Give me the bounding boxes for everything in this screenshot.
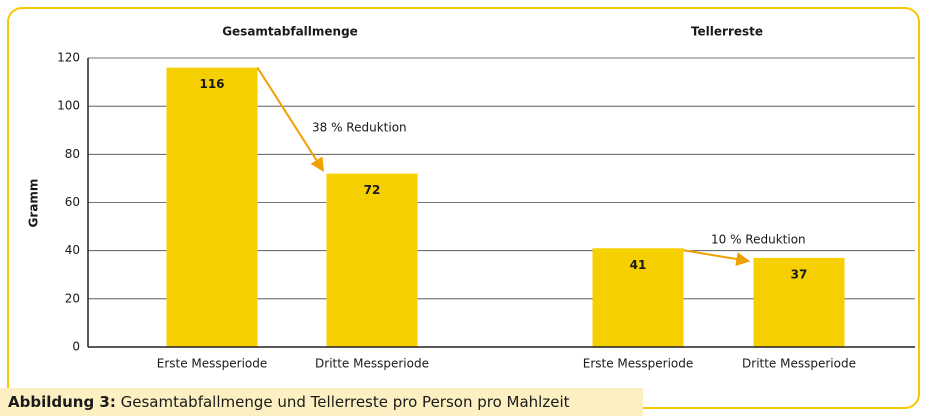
annotation: 38 % Reduktion bbox=[312, 121, 407, 135]
y-tick-label: 80 bbox=[65, 147, 80, 161]
bar bbox=[592, 248, 684, 347]
caption-label: Abbildung 3: bbox=[8, 393, 116, 411]
y-tick-label: 120 bbox=[57, 51, 80, 65]
frame bbox=[7, 7, 920, 409]
group-title: Tellerreste bbox=[691, 25, 763, 39]
y-tick-label: 20 bbox=[65, 291, 80, 305]
group-title: Gesamtabfallmenge bbox=[222, 25, 358, 39]
caption-text: Gesamtabfallmenge und Tellerreste pro Pe… bbox=[120, 393, 570, 411]
annotation: 10 % Reduktion bbox=[711, 233, 806, 247]
y-tick-label: 60 bbox=[65, 195, 80, 209]
data-label: 37 bbox=[791, 267, 808, 281]
arrow bbox=[256, 67, 325, 172]
bar bbox=[166, 67, 258, 347]
bar bbox=[326, 173, 418, 347]
x-tick-label: Dritte Messperiode bbox=[742, 357, 856, 371]
y-tick-label: 40 bbox=[65, 243, 80, 257]
caption: Abbildung 3: Gesamtabfallmenge und Telle… bbox=[0, 388, 643, 416]
y-axis-label: Gramm bbox=[27, 179, 41, 228]
data-label: 116 bbox=[199, 77, 224, 91]
y-tick-label: 100 bbox=[57, 99, 80, 113]
y-tick-label: 0 bbox=[72, 340, 80, 354]
bar bbox=[753, 257, 845, 347]
data-label: 41 bbox=[630, 258, 647, 272]
x-tick-label: Erste Messperiode bbox=[157, 357, 268, 371]
arrow bbox=[683, 249, 751, 266]
x-tick-label: Erste Messperiode bbox=[583, 357, 694, 371]
data-label: 72 bbox=[364, 183, 381, 197]
x-tick-label: Dritte Messperiode bbox=[315, 357, 429, 371]
